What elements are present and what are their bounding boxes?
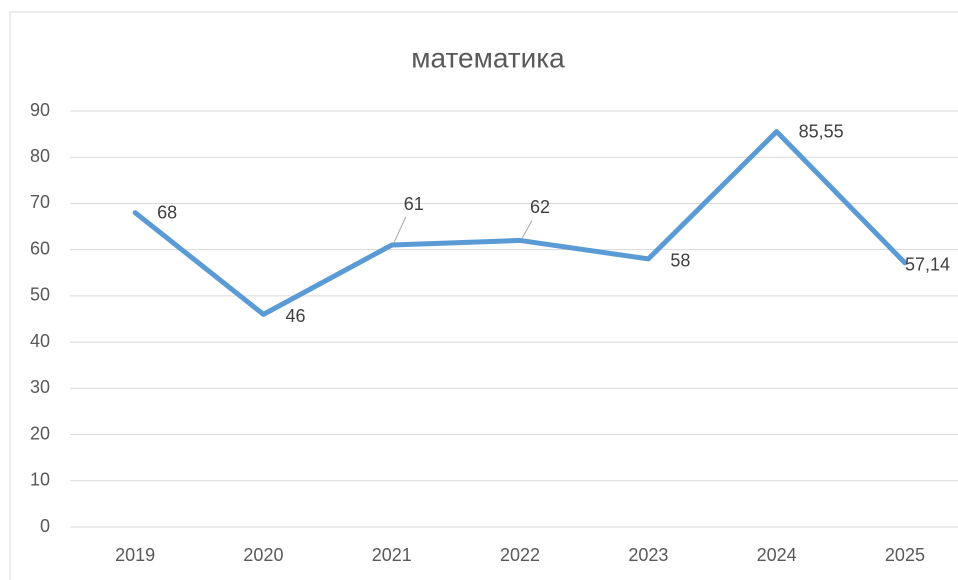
leader-line (393, 216, 407, 244)
y-tick-label: 80 (30, 146, 50, 166)
x-tick-label: 2025 (885, 545, 925, 565)
data-line (132, 129, 908, 317)
data-label: 85,55 (799, 121, 844, 141)
x-tick-label: 2023 (628, 545, 668, 565)
leader-line (521, 220, 533, 239)
data-label: 61 (404, 194, 424, 214)
data-label: 46 (285, 306, 305, 326)
x-tick-label: 2022 (500, 545, 540, 565)
y-tick-label: 50 (30, 285, 50, 305)
y-tick-label: 30 (30, 377, 50, 397)
x-tick-label: 2019 (115, 545, 155, 565)
data-label: 57,14 (905, 255, 950, 275)
y-tick-label: 70 (30, 192, 50, 212)
x-tick-label: 2020 (243, 545, 283, 565)
y-tick-label: 90 (30, 100, 50, 120)
y-tick-label: 40 (30, 331, 50, 351)
x-tick-label: 2024 (757, 545, 797, 565)
x-tick-label: 2021 (372, 545, 412, 565)
data-label: 68 (157, 202, 177, 222)
y-tick-label: 20 (30, 423, 50, 443)
y-tick-label: 60 (30, 238, 50, 258)
chart-title: математика (411, 42, 565, 73)
y-tick-label: 10 (30, 470, 50, 490)
y-tick-label: 0 (40, 516, 50, 536)
data-label: 58 (670, 251, 690, 271)
data-label: 62 (530, 197, 550, 217)
